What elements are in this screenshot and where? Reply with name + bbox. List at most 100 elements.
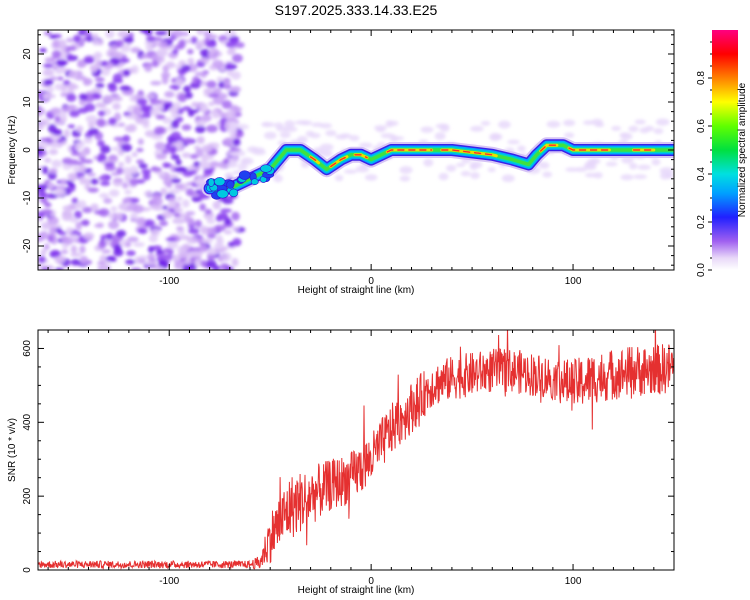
ridge-blob	[260, 165, 271, 173]
noise-blob	[79, 176, 85, 185]
noise-blob	[203, 168, 213, 173]
noise-blob	[173, 213, 180, 218]
noise-blob	[171, 178, 181, 183]
noise-blob	[52, 50, 61, 59]
noise-blob	[182, 124, 192, 130]
noise-blob	[183, 138, 193, 144]
ridge-blob	[227, 181, 234, 189]
noise-blob	[44, 243, 50, 250]
y-tick-label: -20	[22, 238, 33, 253]
noise-blob	[201, 114, 211, 121]
noise-blob	[96, 118, 105, 127]
noise-blob	[42, 166, 48, 174]
noise-blob	[94, 224, 104, 228]
noise-blob	[227, 49, 236, 56]
halo-blob	[374, 125, 387, 131]
noise-blob	[220, 209, 232, 213]
halo-blob	[547, 121, 561, 128]
noise-blob	[84, 137, 93, 143]
noise-blob	[230, 38, 239, 43]
noise-blob	[197, 136, 205, 144]
halo-blob	[654, 128, 664, 134]
ridge-blob	[214, 177, 225, 185]
noise-blob	[143, 172, 151, 181]
noise-blob	[196, 79, 202, 83]
noise-blob	[222, 253, 231, 262]
noise-blob	[103, 95, 114, 103]
ridge-blob	[217, 190, 228, 198]
halo-blob	[236, 150, 246, 156]
noise-blob	[136, 217, 146, 225]
colorbar-tick-label: 0.2	[696, 215, 707, 229]
halo-blob	[481, 121, 490, 126]
ridge-blob	[251, 179, 258, 185]
noise-blob	[184, 39, 192, 43]
ridge-blob	[239, 171, 250, 180]
noise-blob	[39, 142, 50, 149]
noise-blob	[116, 212, 123, 221]
halo-blob	[439, 173, 449, 180]
halo-blob	[229, 121, 238, 128]
noise-blob	[147, 253, 155, 261]
noise-blob	[125, 155, 131, 164]
noise-blob	[207, 227, 217, 234]
noise-blob	[71, 259, 81, 266]
noise-blob	[54, 189, 66, 196]
spectrogram-panel: -100 0 100 -20-1001020 Height of straight …	[7, 27, 677, 296]
noise-blob	[206, 81, 216, 89]
noise-blob	[82, 159, 93, 163]
spectrogram-y-label: Frequency (Hz)	[7, 116, 18, 185]
halo-blob	[227, 151, 237, 155]
noise-blob	[151, 108, 160, 117]
noise-blob	[232, 227, 240, 231]
halo-blob	[489, 133, 500, 141]
noise-blob	[109, 189, 119, 197]
colorbar-tick-label: 0.8	[696, 71, 707, 85]
noise-blob	[98, 110, 106, 116]
noise-blob	[235, 42, 245, 48]
noise-blob	[133, 107, 143, 115]
noise-blob	[213, 201, 221, 210]
noise-blob	[123, 199, 132, 204]
noise-blob	[224, 218, 231, 226]
y-tick-label: 0	[22, 147, 33, 153]
noise-blob	[90, 65, 98, 73]
noise-blob	[121, 144, 132, 152]
halo-blob	[634, 119, 645, 124]
x-tick-label: -100	[159, 576, 179, 587]
noise-blob	[106, 49, 117, 57]
halo-blob	[628, 126, 638, 132]
noise-blob	[225, 30, 237, 37]
noise-blob	[225, 137, 231, 146]
noise-blob	[66, 93, 76, 101]
noise-blob	[47, 85, 54, 93]
noise-blob	[210, 161, 220, 167]
noise-blob	[187, 58, 194, 65]
noise-blob	[67, 105, 76, 111]
noise-blob	[44, 158, 51, 163]
noise-blob	[163, 248, 173, 253]
noise-blob	[111, 147, 122, 151]
noise-blob	[230, 86, 241, 92]
noise-blob	[105, 30, 114, 39]
noise-blob	[48, 124, 57, 133]
noise-blob	[100, 181, 110, 186]
noise-blob	[87, 173, 96, 177]
noise-blob	[186, 188, 195, 196]
noise-blob	[68, 70, 77, 79]
halo-blob	[320, 144, 334, 151]
noise-blob	[81, 220, 90, 225]
noise-blob	[118, 162, 124, 167]
noise-blob	[55, 70, 63, 75]
noise-blob	[58, 111, 67, 119]
noise-blob	[49, 149, 59, 155]
halo-blob	[400, 176, 411, 182]
noise-blob	[175, 208, 183, 212]
halo-blob	[620, 174, 633, 180]
noise-blob	[110, 206, 117, 212]
halo-blob	[502, 174, 515, 182]
noise-blob	[133, 242, 145, 247]
noise-blob	[118, 203, 127, 211]
noise-blob	[171, 154, 180, 159]
halo-blob	[637, 165, 651, 170]
